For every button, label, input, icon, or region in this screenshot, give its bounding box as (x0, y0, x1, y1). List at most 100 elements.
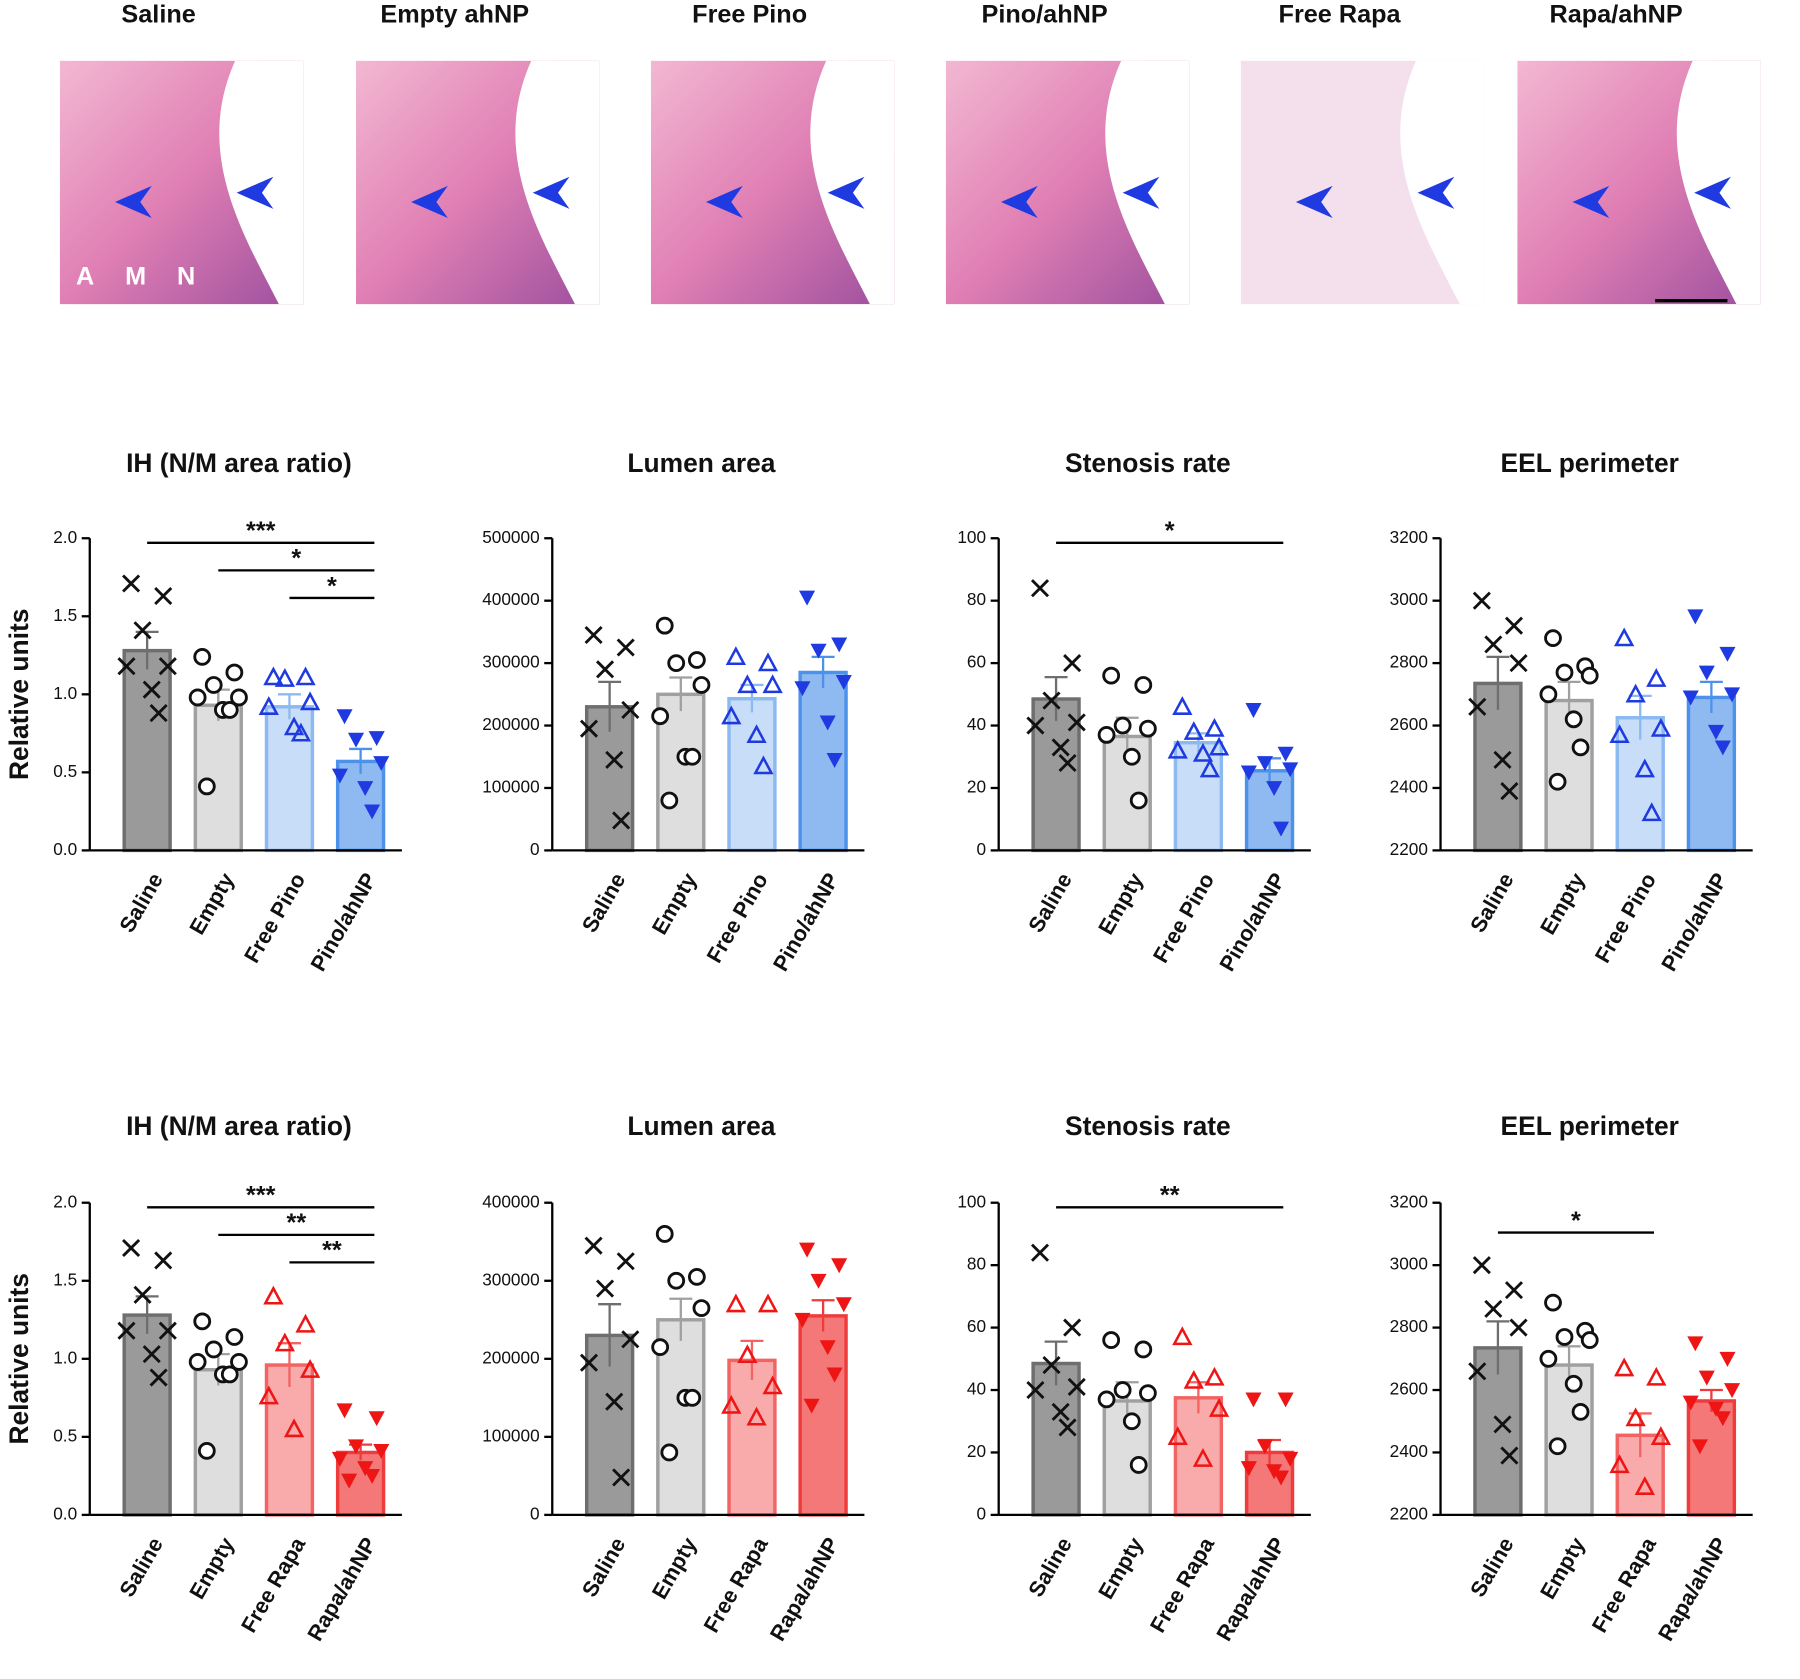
data-point (1113, 716, 1132, 735)
data-point (1682, 690, 1699, 706)
data-point (835, 674, 852, 690)
x-tick-label: Empty (1093, 1533, 1148, 1603)
data-point (1208, 1398, 1230, 1417)
chart-panel: EEL perimeter 2200 2400 2600 2800 3000 3200 Sal… (1390, 1111, 1753, 1645)
data-point (1026, 1380, 1045, 1400)
x-tick-label: Saline (577, 869, 631, 937)
data-point (651, 707, 670, 726)
data-point (1539, 1349, 1558, 1368)
data-point (290, 722, 312, 742)
data-point (142, 1345, 161, 1364)
y-tick-label: 80 (967, 589, 986, 609)
error-bar (1699, 680, 1723, 714)
data-point (225, 1328, 244, 1346)
data-point (1204, 1366, 1225, 1386)
data-point (1641, 802, 1662, 822)
x-tick-label: Saline (1023, 1533, 1077, 1601)
data-point (605, 750, 624, 769)
data-point (1484, 1299, 1503, 1318)
chart-panel: IH (N/M area ratio) Relative units 0.0 0.5 1… (4, 1111, 402, 1645)
data-point (1172, 1326, 1193, 1346)
data-point (122, 1238, 141, 1258)
x-tick-label: Free Pino (239, 869, 310, 968)
y-tick-label: 1.5 (53, 605, 77, 625)
data-point (1277, 1392, 1294, 1408)
y-tick-label: 0 (530, 839, 540, 859)
data-point (357, 1461, 374, 1477)
data-point (1493, 750, 1512, 769)
panel-label: Free Pino (692, 1, 807, 29)
error-bar (1044, 1340, 1068, 1386)
y-tick-label: 0.0 (53, 1503, 77, 1523)
arrowhead (115, 185, 152, 219)
y-tick-label: 300000 (482, 1269, 539, 1289)
arrowhead (411, 185, 448, 219)
data-point (1138, 719, 1157, 738)
data-point (1183, 721, 1204, 740)
arrowhead (706, 185, 743, 219)
y-tick-label: 0.0 (53, 839, 77, 859)
data-point (819, 1340, 836, 1356)
data-point (1571, 738, 1590, 757)
y-tick-label: 60 (967, 652, 986, 672)
data-point (687, 1267, 706, 1286)
data-point (1026, 716, 1045, 735)
tissue-label: A (76, 262, 94, 290)
data-point (1500, 782, 1519, 801)
x-tick-label: Free Rapa (236, 1532, 311, 1637)
data-point (1687, 1336, 1704, 1352)
data-point (651, 1338, 670, 1356)
data-point (1097, 1390, 1116, 1409)
data-point (1714, 1411, 1731, 1427)
data-point (149, 704, 168, 723)
data-point (117, 657, 136, 676)
data-point (1719, 1351, 1736, 1367)
data-point (122, 574, 141, 593)
data-point (725, 1293, 747, 1313)
y-tick-label: 40 (967, 1379, 986, 1399)
x-tick-label: Saline (1023, 869, 1077, 937)
data-point (1509, 1318, 1528, 1337)
data-point (1199, 758, 1221, 778)
data-point (621, 1330, 640, 1349)
tissue-label: N (177, 262, 195, 290)
significance-label: ** (287, 1209, 307, 1237)
y-tick-label: 2600 (1390, 714, 1428, 734)
data-point (794, 1312, 811, 1328)
data-point (142, 680, 161, 699)
significance-label: *** (246, 1182, 276, 1210)
significance-label: * (291, 545, 301, 573)
y-tick-label: 200000 (482, 714, 539, 734)
data-point (197, 1442, 216, 1460)
y-tick-label: 1.0 (53, 683, 77, 703)
data-point (596, 1279, 615, 1298)
data-point (283, 716, 305, 736)
data-point (1051, 1402, 1070, 1421)
y-tick-label: 20 (967, 777, 986, 797)
data-point (341, 1473, 358, 1489)
data-point (725, 646, 747, 666)
x-tick-label: Empty (647, 869, 702, 939)
data-point (1042, 1356, 1061, 1375)
data-point (1646, 668, 1667, 687)
y-tick-label: 2800 (1390, 652, 1428, 672)
data-point (1625, 683, 1646, 703)
data-point (1564, 1374, 1583, 1393)
y-tick-label: 0 (976, 839, 986, 859)
data-point (1625, 1407, 1646, 1427)
data-point (1134, 1340, 1153, 1359)
data-point (737, 1344, 758, 1364)
data-point (1571, 1402, 1590, 1421)
data-point (621, 700, 640, 719)
significance-label: * (1571, 1207, 1581, 1235)
data-point (692, 676, 711, 694)
chart-title: IH (N/M area ratio) (126, 448, 352, 478)
data-point (799, 1242, 816, 1258)
data-point (331, 1451, 348, 1467)
data-point (1030, 579, 1050, 598)
data-point (737, 674, 758, 694)
data-point (1058, 753, 1077, 773)
data-point (799, 590, 816, 606)
arrowhead (1572, 185, 1610, 219)
